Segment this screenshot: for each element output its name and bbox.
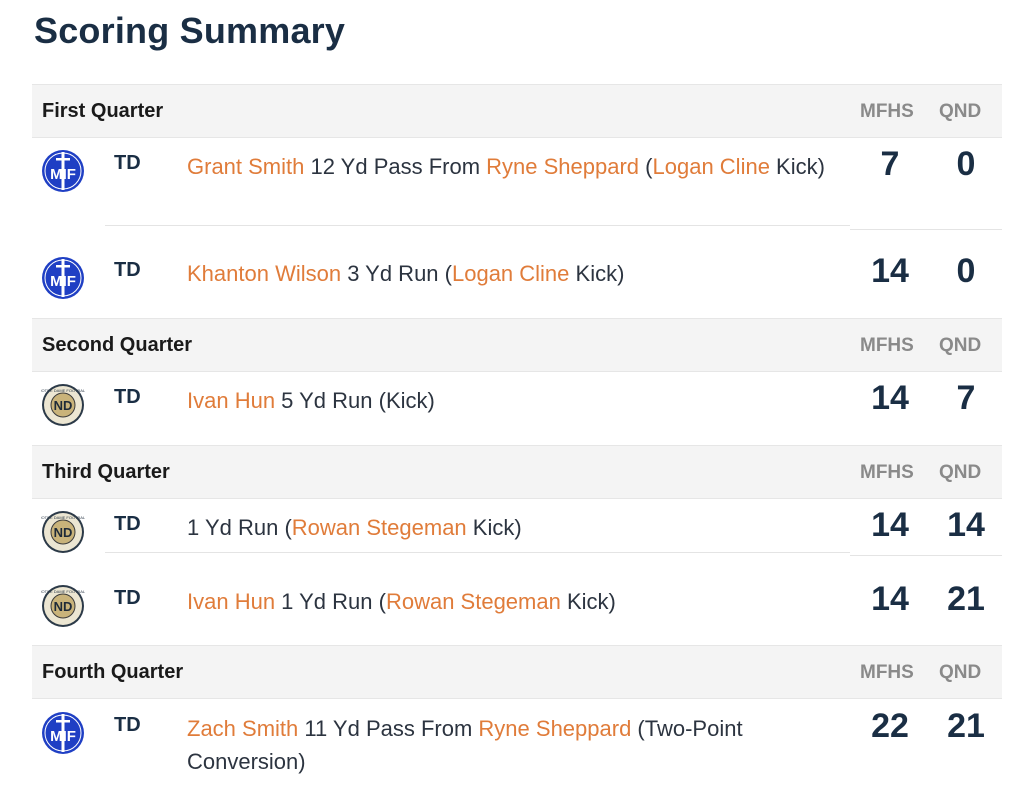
play-type: TD <box>114 714 141 736</box>
column-header-team1: MFHS <box>860 101 914 122</box>
description-text: (Two-Point Conversion) <box>187 716 743 774</box>
description-text: 1 Yd Run ( <box>275 589 386 614</box>
score-team1: 14 <box>871 580 909 618</box>
quarter-header: First Quarter MFHS QND <box>32 84 1002 138</box>
page-title: Scoring Summary <box>34 10 346 51</box>
column-header-team1: MFHS <box>860 662 914 683</box>
play-type: TD <box>114 513 141 535</box>
score-team2: 7 <box>956 379 976 417</box>
svg-text:ND: ND <box>54 398 73 413</box>
description-text: 1 Yd Run ( <box>187 515 292 540</box>
mfhs-logo-icon: MIF <box>42 150 84 192</box>
svg-text:NOTRE DAME FOOTBALL: NOTRE DAME FOOTBALL <box>41 515 85 520</box>
player-link[interactable]: Ryne Sheppard <box>478 716 632 741</box>
player-link[interactable]: Logan Cline <box>652 154 770 179</box>
player-link[interactable]: Rowan Stegeman <box>385 589 561 614</box>
notre-dame-football-logo-icon: ND NOTRE DAME FOOTBALL <box>41 511 85 553</box>
player-link[interactable]: Ivan Hun <box>187 388 276 413</box>
play-description: Zach Smith 11 Yd Pass From Ryne Sheppard… <box>187 712 847 778</box>
description-text: ( <box>639 154 653 179</box>
player-link[interactable]: Ryne Sheppard <box>486 154 640 179</box>
column-header-team2: QND <box>939 662 982 683</box>
score-divider <box>850 555 1002 556</box>
score-team2: 21 <box>947 707 985 745</box>
player-link[interactable]: Rowan Stegeman <box>291 515 467 540</box>
score-team1: 7 <box>880 145 900 183</box>
mfhs-logo-icon: MIF <box>42 712 84 754</box>
svg-text:NOTRE DAME FOOTBALL: NOTRE DAME FOOTBALL <box>41 589 85 594</box>
svg-text:MIF: MIF <box>50 166 76 183</box>
description-text: 5 Yd Run (Kick) <box>275 388 435 413</box>
quarter-name: First Quarter <box>42 100 164 122</box>
score-team1: 14 <box>871 252 909 290</box>
play-description: 1 Yd Run (Rowan Stegeman Kick) <box>187 511 847 544</box>
scoring-play-row: MIF TD Khanton Wilson 3 Yd Run (Logan Clin… <box>32 244 1002 318</box>
quarter-name: Second Quarter <box>42 334 193 356</box>
score-team1: 22 <box>871 707 909 745</box>
play-type: TD <box>114 259 141 281</box>
description-text: Kick) <box>560 589 616 614</box>
player-link[interactable]: Ivan Hun <box>187 589 276 614</box>
quarter-header: Second Quarter MFHS QND <box>32 318 1002 372</box>
play-type: TD <box>114 152 141 174</box>
score-divider <box>850 229 1002 230</box>
play-type: TD <box>114 587 141 609</box>
player-link[interactable]: Logan Cline <box>451 261 570 286</box>
scoring-play-row: ND NOTRE DAME FOOTBALL TD Ivan Hun 1 Yd Run… <box>32 572 1002 646</box>
column-header-team2: QND <box>939 101 982 122</box>
play-type: TD <box>114 386 141 408</box>
column-header-team1: MFHS <box>860 462 914 483</box>
scoring-play-row: MIF TD Zach Smith 11 Yd Pass From Ryne She… <box>32 699 1002 787</box>
column-header-team1: MFHS <box>860 335 914 356</box>
svg-text:MIF: MIF <box>50 273 76 290</box>
description-text: Kick) <box>769 154 825 179</box>
description-text: 3 Yd Run ( <box>341 261 452 286</box>
quarter-name: Fourth Quarter <box>42 661 184 683</box>
player-link[interactable]: Khanton Wilson <box>187 261 342 286</box>
mfhs-logo-icon: MIF <box>42 257 84 299</box>
svg-text:MIF: MIF <box>50 728 76 745</box>
notre-dame-football-logo-icon: ND NOTRE DAME FOOTBALL <box>41 384 85 426</box>
column-header-team2: QND <box>939 335 982 356</box>
score-team1: 14 <box>871 379 909 417</box>
play-description: Khanton Wilson 3 Yd Run (Logan Cline Kic… <box>187 257 847 290</box>
score-team2: 0 <box>956 252 976 290</box>
description-text: 12 Yd Pass From <box>304 154 487 179</box>
play-description: Grant Smith 12 Yd Pass From Ryne Sheppar… <box>187 150 847 183</box>
column-header-team2: QND <box>939 462 982 483</box>
scoring-play-row: ND NOTRE DAME FOOTBALL TD Ivan Hun 5 Yd Run… <box>32 371 1002 445</box>
notre-dame-football-logo-icon: ND NOTRE DAME FOOTBALL <box>41 585 85 627</box>
quarter-header: Third Quarter MFHS QND <box>32 445 1002 499</box>
player-link[interactable]: Grant Smith <box>187 154 305 179</box>
play-description: Ivan Hun 5 Yd Run (Kick) <box>187 384 847 417</box>
score-team2: 21 <box>947 580 985 618</box>
play-description: Ivan Hun 1 Yd Run (Rowan Stegeman Kick) <box>187 585 847 618</box>
quarter-name: Third Quarter <box>42 461 170 483</box>
player-link[interactable]: Zach Smith <box>187 716 299 741</box>
scoring-play-row: ND NOTRE DAME FOOTBALL TD 1 Yd Run (Rowan S… <box>32 498 1002 553</box>
quarter-header: Fourth Quarter MFHS QND <box>32 645 1002 699</box>
description-text: Kick) <box>569 261 625 286</box>
description-text: Kick) <box>466 515 522 540</box>
scoring-play-row: MIF TD Grant Smith 12 Yd Pass From Ryne Sh… <box>32 137 1002 225</box>
svg-text:ND: ND <box>54 525 73 540</box>
score-team2: 0 <box>956 145 976 183</box>
score-team2: 14 <box>947 506 985 544</box>
description-text: 11 Yd Pass From <box>298 716 479 741</box>
svg-text:NOTRE DAME FOOTBALL: NOTRE DAME FOOTBALL <box>41 388 85 393</box>
score-team1: 14 <box>871 506 909 544</box>
svg-text:ND: ND <box>54 599 73 614</box>
row-divider <box>105 552 850 553</box>
row-divider <box>105 225 850 226</box>
